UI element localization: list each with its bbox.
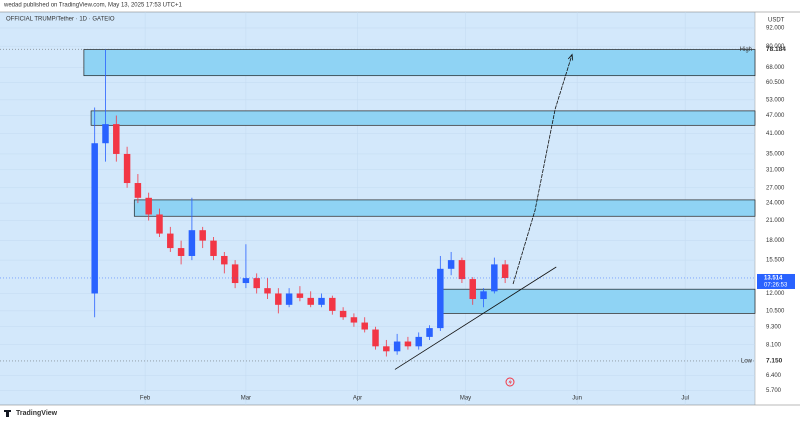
y-tick-label: 92.000 xyxy=(766,26,785,32)
currency: USDT xyxy=(768,18,785,24)
x-tick-label: Apr xyxy=(353,396,362,402)
level-value: 7.150 xyxy=(766,358,783,365)
candle-body xyxy=(415,336,422,347)
candle-body xyxy=(318,297,325,305)
level-name: Low xyxy=(741,359,753,365)
candle-body xyxy=(361,322,368,330)
candle-body xyxy=(275,293,282,305)
candle-body xyxy=(156,214,163,234)
last-price-tag xyxy=(757,273,795,289)
candle-body xyxy=(177,248,185,256)
candle-body xyxy=(102,124,109,144)
zone xyxy=(133,199,756,217)
y-tick-label: 47.000 xyxy=(766,113,785,119)
candle-body xyxy=(167,233,174,249)
candle-body xyxy=(501,264,509,278)
candle-body xyxy=(329,297,336,311)
y-tick-label: 9.300 xyxy=(766,324,782,330)
candle-body xyxy=(199,230,206,241)
zone xyxy=(90,110,756,126)
y-tick-label: 68.000 xyxy=(766,65,785,71)
y-tick-label: 60.500 xyxy=(766,80,785,86)
y-tick-label: 6.400 xyxy=(766,373,782,379)
candle-body xyxy=(469,279,476,300)
event-icon xyxy=(505,377,515,387)
candle-body xyxy=(296,293,304,298)
candle-body xyxy=(264,288,271,294)
candle-body xyxy=(210,240,217,256)
candle-body xyxy=(491,264,498,292)
caption: wedad published on TradingView.com, May … xyxy=(3,3,182,9)
candle-body xyxy=(134,183,142,198)
candle-body xyxy=(307,297,314,305)
candle-body xyxy=(253,278,260,289)
y-tick-label: 21.000 xyxy=(766,218,785,224)
y-tick-label: 24.000 xyxy=(766,201,785,207)
zone xyxy=(439,288,756,314)
x-tick-label: May xyxy=(460,396,471,402)
candle-body xyxy=(145,197,152,215)
level-value: 78.184 xyxy=(766,46,786,53)
candle-body xyxy=(437,268,444,329)
candle-body xyxy=(188,230,196,256)
y-tick-label: 18.000 xyxy=(766,238,785,244)
candle-body xyxy=(383,346,390,352)
candle-body xyxy=(113,124,120,154)
y-tick-label: 53.000 xyxy=(766,97,785,103)
candle-body xyxy=(350,317,358,323)
candle-body xyxy=(339,310,347,318)
candle-body xyxy=(221,255,228,265)
candle-body xyxy=(285,293,293,305)
arrow-head xyxy=(567,53,574,61)
candle-body xyxy=(91,143,98,294)
last-price: 13.514 xyxy=(764,276,783,282)
y-tick-label: 80.000 xyxy=(766,44,785,50)
candle-body xyxy=(447,260,455,269)
countdown: 07:26:53 xyxy=(764,283,788,289)
candle-body xyxy=(231,264,239,284)
x-tick-label: Jun xyxy=(572,396,582,402)
candle-body xyxy=(404,341,412,347)
candle-body xyxy=(426,328,433,337)
x-tick-label: Jul xyxy=(681,396,689,402)
y-tick-label: 8.100 xyxy=(766,342,782,348)
y-tick-label: 5.700 xyxy=(766,388,782,394)
level-name: High xyxy=(740,47,752,53)
y-tick-label: 31.000 xyxy=(766,167,785,173)
logo-icon xyxy=(4,410,11,417)
candle-body xyxy=(242,278,250,284)
event-icon xyxy=(508,379,512,385)
y-tick-label: 27.000 xyxy=(766,185,785,191)
zone xyxy=(83,49,756,77)
projection xyxy=(512,54,573,285)
logo: TradingView xyxy=(16,410,58,417)
x-tick-label: Mar xyxy=(241,396,251,402)
y-tick-label: 41.000 xyxy=(766,131,785,137)
candle-body xyxy=(480,291,487,300)
y-tick-label: 35.000 xyxy=(766,152,785,158)
candle-body xyxy=(393,341,401,352)
candle-body xyxy=(458,260,466,280)
y-tick-label: 12.000 xyxy=(766,291,785,297)
candle-body xyxy=(372,329,379,347)
x-tick-label: Feb xyxy=(140,396,151,402)
y-tick-label: 15.500 xyxy=(766,258,785,264)
trendline xyxy=(394,266,557,370)
price-axis xyxy=(755,12,800,405)
chart-title: OFFICIAL TRUMP/Tether · 1D · GATEIO xyxy=(6,17,115,23)
y-tick-label: 10.500 xyxy=(766,308,785,314)
candle-body xyxy=(123,153,131,184)
